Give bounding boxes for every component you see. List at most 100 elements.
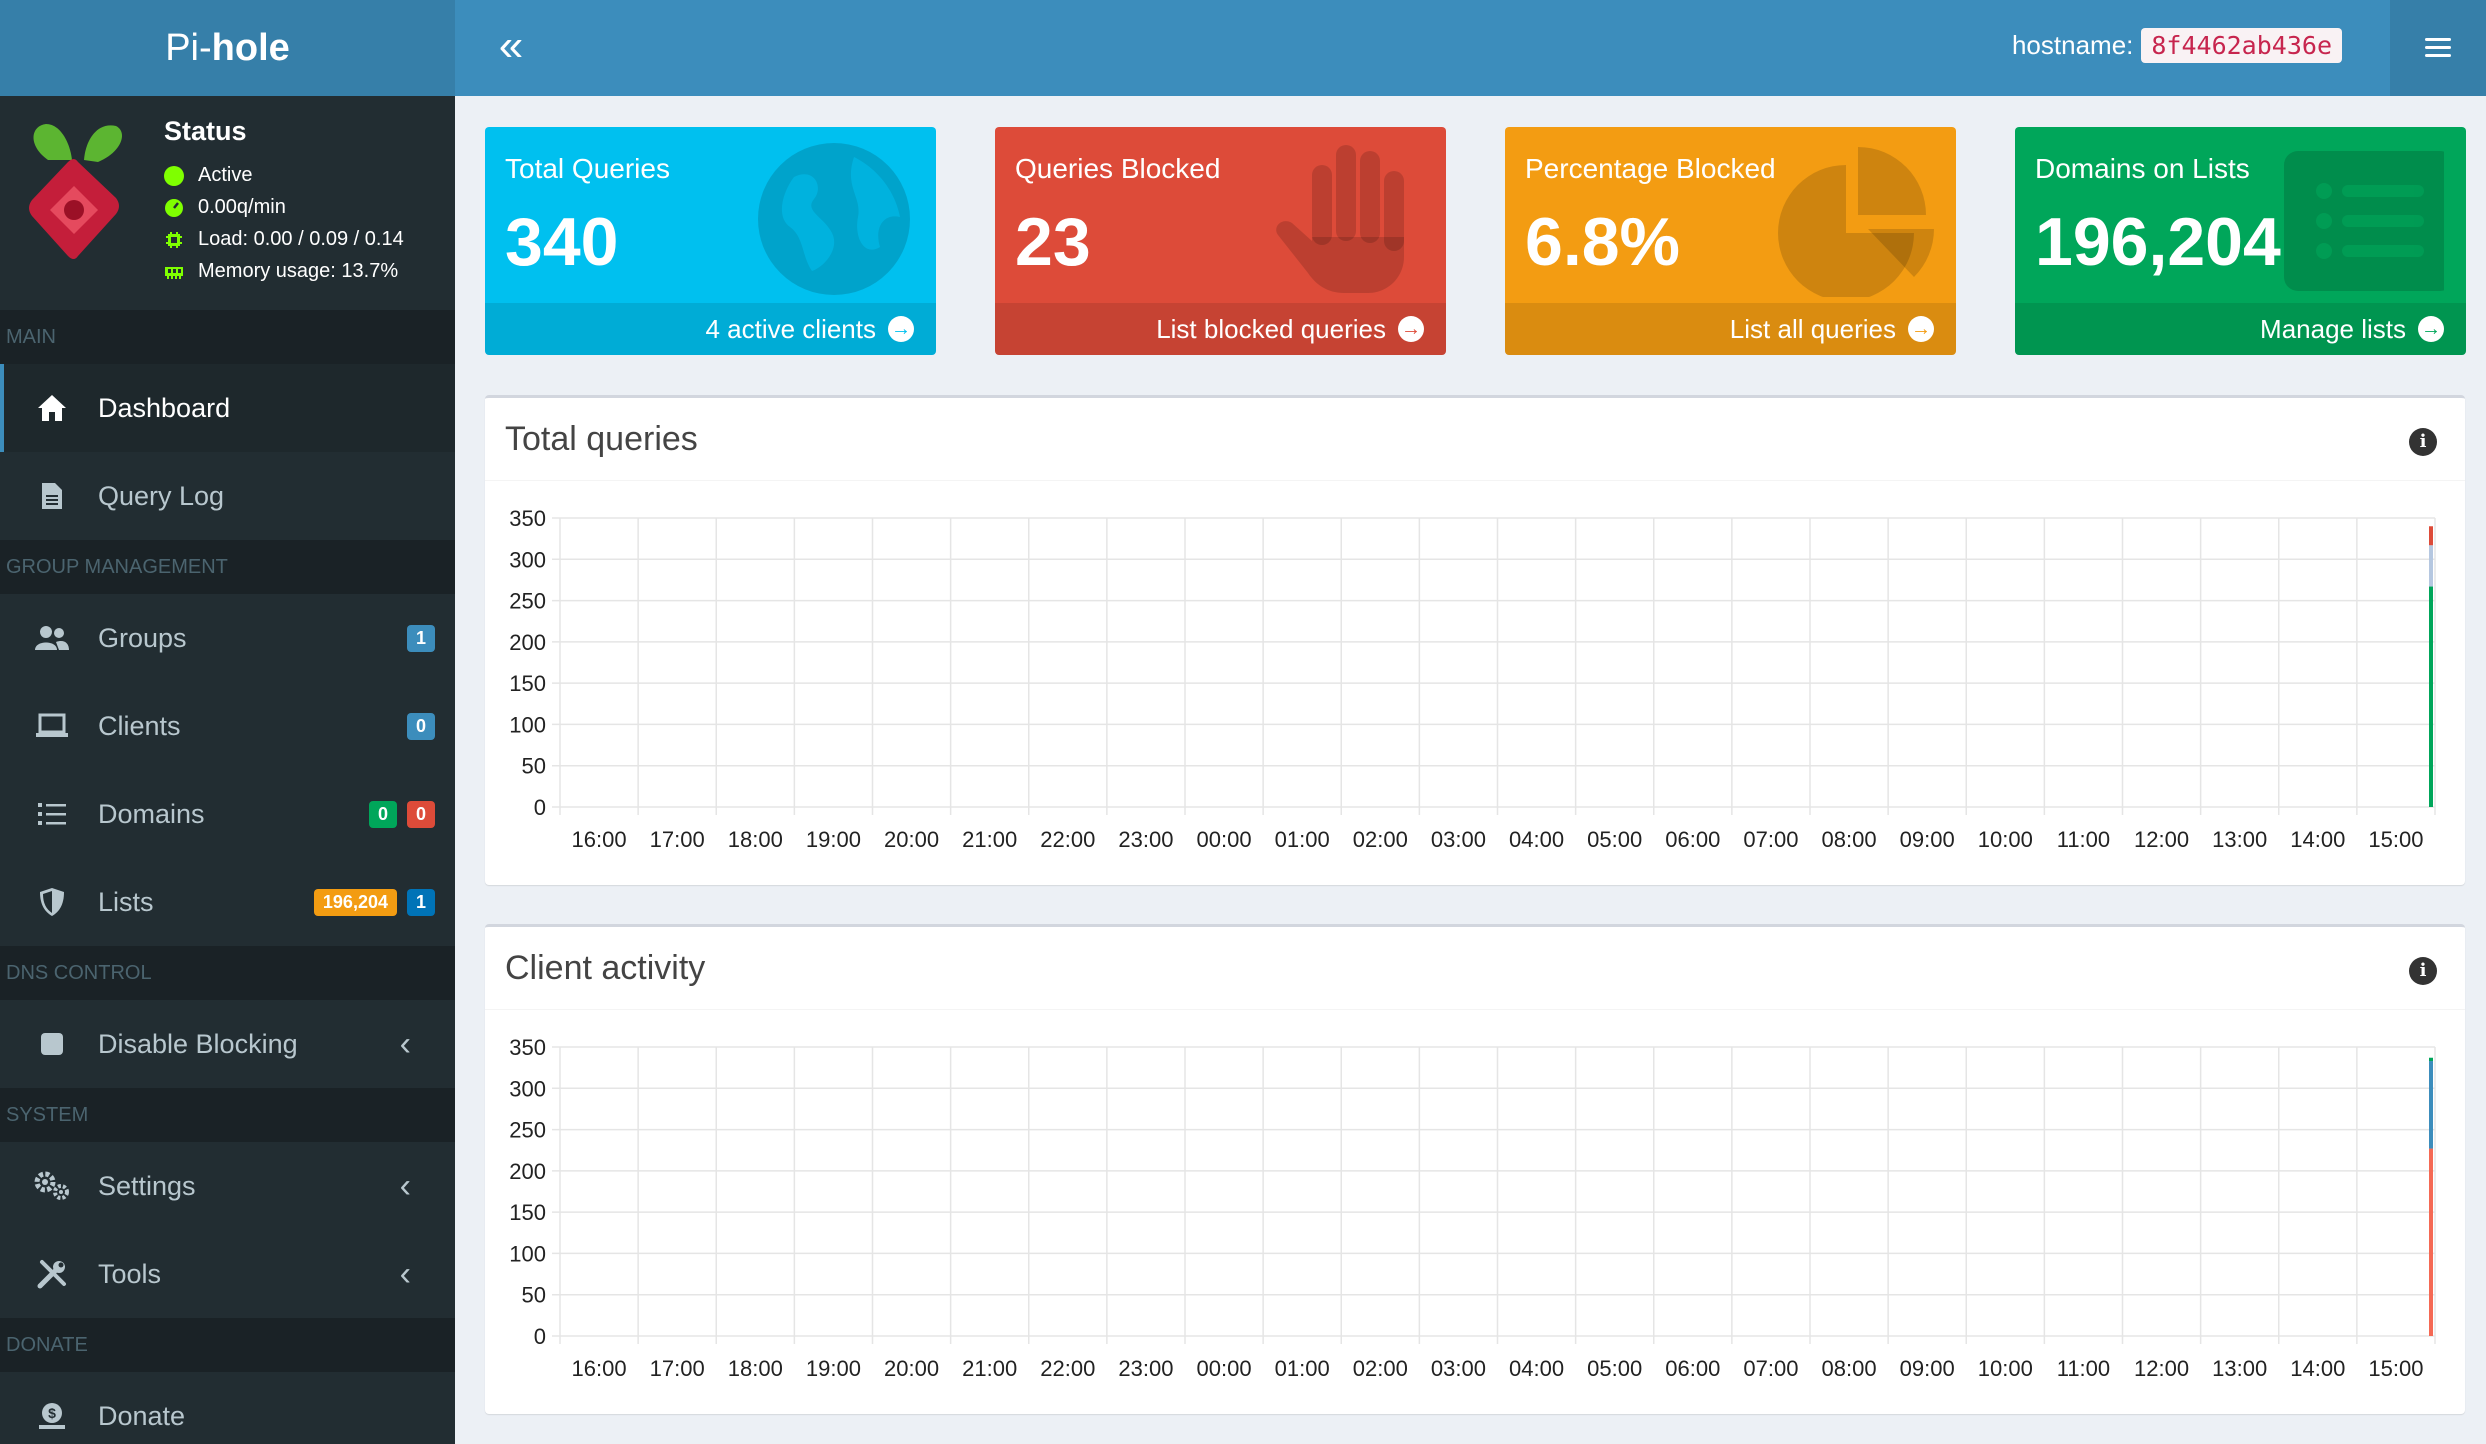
x-tick-label: 13:00 (2212, 827, 2267, 852)
x-tick-label: 04:00 (1509, 827, 1564, 852)
sidebar-item-clients[interactable]: Clients 0 (0, 682, 455, 770)
pihole-logo-text[interactable]: Pi-hole (0, 0, 455, 96)
sidebar: Status Active 0.00q/min Load: 0.00 / 0.0… (0, 96, 455, 1444)
active-clients-link[interactable]: 4 active clients → (485, 303, 936, 355)
sidebar-item-dashboard[interactable]: Dashboard (0, 364, 455, 452)
x-tick-label: 14:00 (2290, 1356, 2345, 1381)
manage-lists-link[interactable]: Manage lists → (2015, 303, 2466, 355)
x-tick-label: 11:00 (2057, 827, 2110, 852)
box-value: 23 (1015, 204, 1091, 280)
y-tick-label: 50 (522, 754, 546, 779)
status-load: Load: 0.00 / 0.09 / 0.14 (164, 228, 404, 251)
globe-icon (758, 143, 910, 295)
y-tick-label: 100 (509, 1241, 546, 1266)
x-tick-label: 21:00 (962, 827, 1017, 852)
x-tick-label: 15:00 (2368, 827, 2423, 852)
sidebar-item-query-log[interactable]: Query Log (0, 452, 455, 540)
sidebar-item-label: Groups (98, 622, 187, 653)
box-label: Total Queries (505, 153, 670, 184)
box-footer-text: List all queries (1729, 313, 1896, 344)
x-tick-label: 03:00 (1431, 1356, 1486, 1381)
y-tick-label: 300 (509, 547, 546, 572)
section-group-management: GROUP MANAGEMENT (0, 540, 455, 594)
x-tick-label: 21:00 (962, 1356, 1017, 1381)
x-tick-label: 15:00 (2368, 1356, 2423, 1381)
x-tick-label: 08:00 (1822, 827, 1877, 852)
sidebar-item-tools[interactable]: Tools ‹ (0, 1230, 455, 1318)
home-icon (32, 388, 72, 428)
list-blocked-queries-link[interactable]: List blocked queries → (995, 303, 1446, 355)
box-queries-blocked: Queries Blocked 23 List blocked queries … (995, 127, 1446, 355)
x-tick-label: 11:00 (2057, 1356, 2110, 1381)
y-tick-label: 350 (509, 1035, 546, 1060)
info-icon[interactable]: i (2409, 957, 2437, 985)
hamburger-menu-button[interactable] (2390, 0, 2486, 96)
x-tick-label: 22:00 (1040, 1356, 1095, 1381)
y-tick-label: 250 (509, 1118, 546, 1143)
sidebar-item-settings[interactable]: Settings ‹ (0, 1142, 455, 1230)
sidebar-collapse-button[interactable]: « (498, 21, 524, 70)
pie-chart-icon (1778, 147, 1934, 297)
y-tick-label: 200 (509, 1159, 546, 1184)
sidebar-item-domains[interactable]: Domains 0 0 (0, 770, 455, 858)
sidebar-item-disable-blocking[interactable]: Disable Blocking ‹ (0, 1000, 455, 1088)
laptop-icon (32, 706, 72, 746)
status-rate-text: 0.00q/min (198, 196, 286, 218)
chevron-left-icon: ‹ (399, 1024, 411, 1063)
y-tick-label: 350 (509, 506, 546, 531)
chevron-left-icon: ‹ (399, 1166, 411, 1205)
gears-icon (32, 1166, 72, 1206)
arrow-circle-right-icon: → (888, 316, 914, 342)
gauge-icon (165, 198, 183, 217)
arrow-circle-right-icon: → (1908, 316, 1934, 342)
sidebar-item-label: Clients (98, 710, 181, 741)
cpu-icon (166, 231, 182, 248)
box-value: 196,204 (2035, 204, 2281, 280)
sidebar-item-label: Dashboard (98, 392, 231, 423)
sidebar-item-label: Lists (98, 886, 154, 917)
x-tick-label: 22:00 (1040, 827, 1095, 852)
x-tick-label: 05:00 (1587, 1356, 1642, 1381)
file-icon (32, 476, 72, 516)
logo-light: Pi- (165, 26, 212, 69)
client-activity-panel: Client activity i 0 50 100 150 200 250 300 350 1… (485, 924, 2465, 1414)
list-all-queries-link[interactable]: List all queries → (1505, 303, 1956, 355)
total-queries-panel: Total queries i 0 50 100 150 200 250 300 350 16:… (485, 395, 2465, 885)
x-tick-label: 03:00 (1431, 827, 1486, 852)
sidebar-item-lists[interactable]: Lists 196,204 1 (0, 858, 455, 946)
total-queries-chart: 0 50 100 150 200 250 300 350 16:00 17:00 18:00 19:0… (509, 506, 2436, 852)
pihole-raspberry-icon (29, 124, 122, 259)
stop-icon (32, 1024, 72, 1064)
x-tick-label: 23:00 (1118, 827, 1173, 852)
clients-count-badge: 0 (406, 712, 435, 740)
x-tick-label: 20:00 (884, 1356, 939, 1381)
sidebar-item-donate[interactable]: $ Donate (0, 1372, 455, 1444)
chart-bar (2429, 1061, 2433, 1149)
x-tick-label: 12:00 (2134, 827, 2189, 852)
x-tick-label: 16:00 (572, 1356, 627, 1381)
section-main: MAIN (0, 310, 455, 364)
box-domains-on-lists: Domains on Lists 196,204 Manage lists → (2015, 127, 2466, 355)
chevron-left-icon: ‹ (399, 1254, 411, 1293)
status-active: Active (164, 164, 252, 187)
chart-bar (2429, 1057, 2433, 1062)
status-title: Status (164, 116, 247, 146)
logo-bold: hole (211, 26, 290, 69)
x-tick-label: 13:00 (2212, 1356, 2267, 1381)
x-tick-label: 07:00 (1743, 1356, 1798, 1381)
box-footer-text: Manage lists (2260, 313, 2406, 344)
box-value: 340 (505, 204, 619, 280)
y-tick-label: 100 (509, 712, 546, 737)
sidebar-item-label: Tools (98, 1258, 162, 1289)
info-icon[interactable]: i (2409, 428, 2437, 456)
box-label: Percentage Blocked (1525, 153, 1776, 184)
status-load-text: Load: 0.00 / 0.09 / 0.14 (198, 228, 404, 250)
memory-icon (165, 266, 183, 279)
hand-stop-icon (1276, 145, 1404, 293)
donate-icon: $ (32, 1396, 72, 1436)
y-tick-label: 0 (534, 795, 546, 820)
shield-icon (32, 882, 72, 922)
tools-icon (32, 1254, 72, 1294)
sidebar-item-groups[interactable]: Groups 1 (0, 594, 455, 682)
x-tick-label: 00:00 (1197, 1356, 1252, 1381)
